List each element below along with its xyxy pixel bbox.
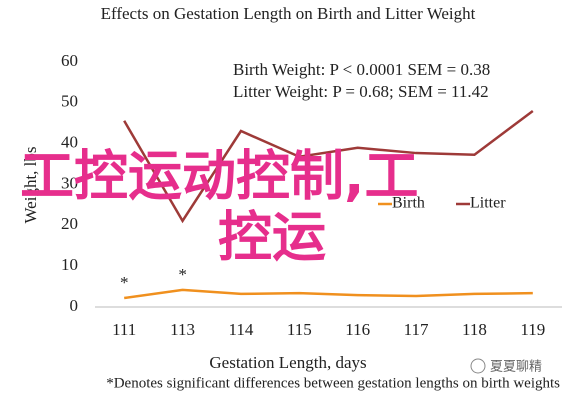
series-line (123, 109, 534, 224)
legend-label: Birth (392, 195, 425, 212)
y-tick-label: 40 (61, 133, 78, 152)
x-tick-label: 113 (170, 320, 195, 339)
significance-star: * (178, 265, 187, 284)
annotation: Litter Weight: P = 0.68; SEM = 11.42 (233, 82, 489, 101)
y-tick-label: 50 (61, 92, 78, 111)
x-tick-label: 119 (520, 320, 545, 339)
y-tick-label: 10 (61, 255, 78, 274)
x-tick-label: 114 (229, 320, 254, 339)
annotation: Birth Weight: P < 0.0001 SEM = 0.38 (233, 60, 490, 79)
series-line (124, 288, 533, 300)
x-axis-label: Gestation Length, days (209, 353, 366, 372)
footnote: *Denotes significant differences between… (106, 375, 560, 391)
watermark-source: 夏夏聊精 (490, 360, 542, 375)
x-tick-label: 115 (287, 320, 312, 339)
y-tick-label: 30 (61, 173, 78, 192)
y-tick-label: 0 (70, 296, 79, 315)
watermark-text: 控运 (218, 206, 326, 269)
x-tick-label: 111 (112, 320, 136, 339)
x-tick-label: 116 (345, 320, 370, 339)
chart-title: Effects on Gestation Length on Birth and… (101, 4, 476, 23)
watermark-icon (470, 358, 486, 374)
x-tick-label: 117 (404, 320, 429, 339)
y-tick-label: 60 (61, 51, 78, 70)
legend-label: Litter (470, 195, 506, 212)
y-tick-label: 20 (61, 214, 78, 233)
y-axis-label: Weight, lbs (21, 146, 40, 223)
x-tick-label: 118 (462, 320, 487, 339)
significance-star: * (120, 273, 129, 292)
watermark-text: 工控运动控制,工 (20, 145, 419, 208)
